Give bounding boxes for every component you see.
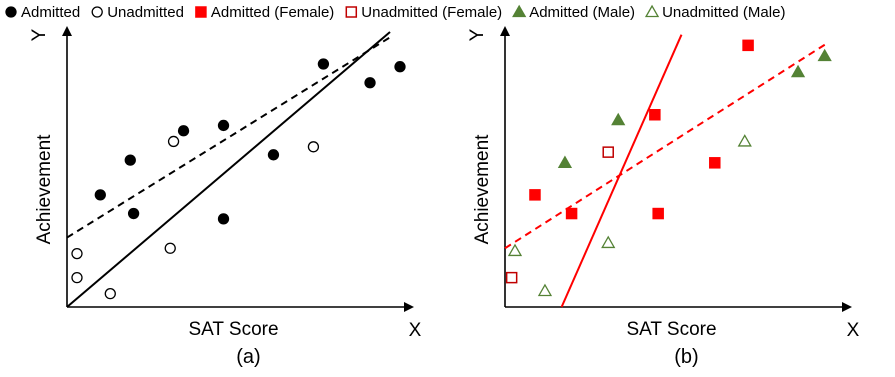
panel-caption: (b) [674, 346, 698, 368]
point-admitted-male-3 [817, 48, 832, 62]
point-admitted-7 [317, 58, 330, 70]
point-unadmitted-5 [307, 141, 320, 153]
point-admitted-5 [217, 213, 230, 225]
point-admitted-female-0 [529, 189, 541, 201]
legend-marker-1 [91, 6, 103, 18]
panel-caption: (a) [236, 346, 260, 368]
solid-fit-line [66, 31, 391, 308]
dashed-fit-line [504, 41, 829, 250]
point-admitted-3 [177, 125, 190, 137]
point-unadmitted-female-0 [505, 271, 518, 284]
y-axis-arrow [62, 26, 72, 36]
legend-label-4: Admitted (Male) [529, 4, 635, 21]
legend-label-5: Unadmitted (Male) [662, 4, 785, 21]
legend-marker-5 [644, 4, 660, 18]
y-axis-letter: Y [467, 28, 488, 41]
legend-marker-4 [512, 4, 527, 18]
point-unadmitted-1 [71, 271, 83, 284]
point-admitted-6 [267, 149, 280, 161]
x-axis-arrow [404, 302, 414, 312]
legend-marker-3 [345, 6, 358, 18]
point-admitted-female-5 [742, 39, 754, 52]
legend-label-1: Unadmitted [107, 4, 184, 21]
panel-b: Y X SAT Score Achievement (b) [467, 26, 860, 368]
point-admitted-female-1 [565, 207, 578, 220]
solid-fit-line [560, 34, 683, 308]
legend-marker-2 [195, 6, 207, 18]
point-admitted-male-2 [790, 64, 806, 78]
x-axis-letter: X [409, 320, 422, 341]
legend-label-3: Unadmitted (Female) [361, 4, 502, 21]
x-axis-title: SAT Score [188, 319, 278, 340]
point-admitted-male-1 [611, 112, 626, 126]
legend-label-2: Admitted (Female) [211, 4, 334, 21]
point-admitted-female-3 [652, 207, 664, 220]
y-axis-arrow [500, 26, 510, 36]
point-admitted-9 [394, 61, 406, 73]
y-axis-title: Achievement [34, 134, 55, 245]
point-unadmitted-0 [71, 247, 83, 260]
point-admitted-female-4 [709, 157, 721, 169]
x-axis-arrow [842, 302, 852, 312]
point-admitted-male-0 [557, 155, 573, 168]
point-admitted-2 [127, 207, 140, 220]
point-unadmitted-male-3 [737, 134, 752, 147]
x-axis-letter: X [847, 320, 860, 341]
point-admitted-4 [217, 119, 230, 132]
point-unadmitted-4 [167, 135, 180, 148]
point-admitted-female-2 [649, 109, 661, 121]
point-unadmitted-male-2 [601, 235, 616, 249]
point-unadmitted-male-1 [537, 283, 553, 297]
point-admitted-8 [364, 77, 376, 89]
point-unadmitted-male-0 [507, 243, 523, 257]
legend-marker-0 [5, 6, 17, 18]
x-axis-title: SAT Score [626, 319, 716, 340]
point-unadmitted-female-1 [602, 146, 614, 158]
dashed-fit-line [66, 36, 391, 239]
y-axis-title: Achievement [472, 134, 493, 245]
legend-label-0: Admitted [21, 4, 80, 21]
point-admitted-0 [94, 189, 106, 201]
y-axis-letter: Y [29, 28, 50, 41]
chart-legend: Admitted Unadmitted Admitted (Female) Unadm… [5, 4, 785, 21]
point-unadmitted-3 [164, 242, 176, 254]
point-admitted-1 [124, 154, 136, 166]
panel-a: Y X SAT Score Achievement (a) [29, 26, 422, 368]
point-unadmitted-2 [104, 287, 116, 300]
